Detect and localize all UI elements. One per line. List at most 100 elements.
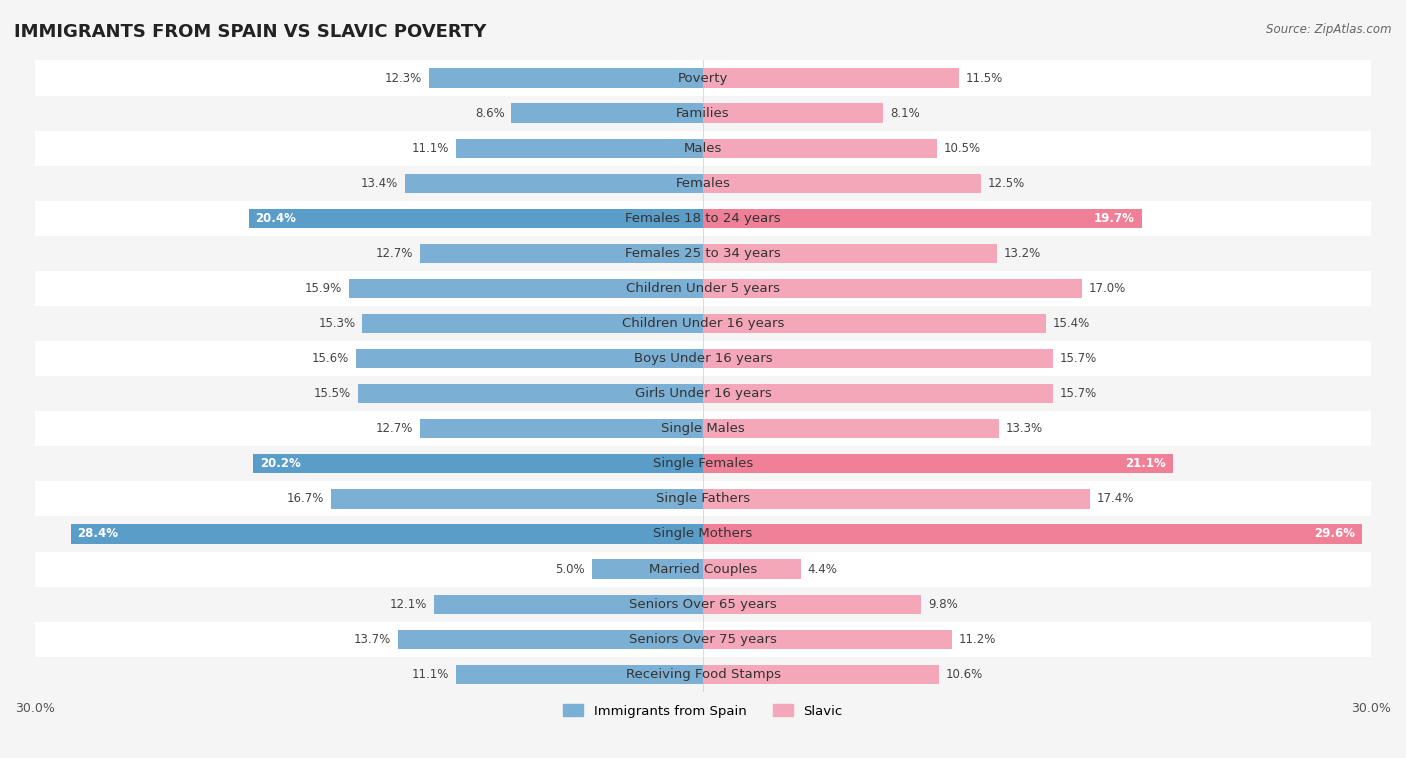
- Text: 13.4%: 13.4%: [361, 177, 398, 190]
- Text: 12.5%: 12.5%: [988, 177, 1025, 190]
- Bar: [363, 314, 703, 334]
- Bar: [35, 166, 1371, 201]
- Bar: [35, 236, 1371, 271]
- Bar: [359, 384, 703, 403]
- Text: Single Males: Single Males: [661, 422, 745, 435]
- Text: 29.6%: 29.6%: [1315, 528, 1355, 540]
- Bar: [249, 208, 703, 228]
- Bar: [703, 594, 921, 614]
- Bar: [70, 525, 703, 543]
- Text: Girls Under 16 years: Girls Under 16 years: [634, 387, 772, 400]
- Bar: [35, 306, 1371, 341]
- Bar: [35, 130, 1371, 166]
- Text: IMMIGRANTS FROM SPAIN VS SLAVIC POVERTY: IMMIGRANTS FROM SPAIN VS SLAVIC POVERTY: [14, 23, 486, 41]
- Text: Single Mothers: Single Mothers: [654, 528, 752, 540]
- Text: 13.7%: 13.7%: [354, 633, 391, 646]
- Text: 10.6%: 10.6%: [946, 668, 983, 681]
- Text: 19.7%: 19.7%: [1094, 211, 1135, 225]
- Bar: [703, 208, 1142, 228]
- Bar: [703, 174, 981, 193]
- Text: 15.4%: 15.4%: [1053, 317, 1090, 330]
- Text: Seniors Over 75 years: Seniors Over 75 years: [628, 633, 778, 646]
- Bar: [35, 96, 1371, 130]
- Bar: [592, 559, 703, 578]
- Text: 5.0%: 5.0%: [555, 562, 585, 575]
- Text: 16.7%: 16.7%: [287, 493, 325, 506]
- Bar: [349, 279, 703, 298]
- Bar: [35, 446, 1371, 481]
- Bar: [398, 630, 703, 649]
- Text: 8.1%: 8.1%: [890, 107, 920, 120]
- Bar: [703, 525, 1362, 543]
- Bar: [456, 665, 703, 684]
- Text: 15.6%: 15.6%: [312, 352, 349, 365]
- Bar: [35, 201, 1371, 236]
- Bar: [456, 139, 703, 158]
- Bar: [35, 622, 1371, 656]
- Text: 21.1%: 21.1%: [1125, 457, 1166, 471]
- Text: 12.7%: 12.7%: [377, 422, 413, 435]
- Text: Single Fathers: Single Fathers: [657, 493, 749, 506]
- Bar: [35, 271, 1371, 306]
- Text: Seniors Over 65 years: Seniors Over 65 years: [628, 597, 778, 611]
- Bar: [433, 594, 703, 614]
- Bar: [703, 244, 997, 263]
- Text: 15.9%: 15.9%: [305, 282, 342, 295]
- Bar: [703, 68, 959, 88]
- Bar: [703, 314, 1046, 334]
- Text: 15.7%: 15.7%: [1059, 387, 1097, 400]
- Bar: [703, 665, 939, 684]
- Bar: [35, 376, 1371, 412]
- Text: Families: Families: [676, 107, 730, 120]
- Bar: [703, 559, 801, 578]
- Bar: [35, 481, 1371, 516]
- Text: 15.3%: 15.3%: [319, 317, 356, 330]
- Text: 17.4%: 17.4%: [1097, 493, 1135, 506]
- Bar: [35, 341, 1371, 376]
- Text: Source: ZipAtlas.com: Source: ZipAtlas.com: [1267, 23, 1392, 36]
- Text: Children Under 16 years: Children Under 16 years: [621, 317, 785, 330]
- Bar: [703, 630, 952, 649]
- Bar: [35, 516, 1371, 552]
- Text: 10.5%: 10.5%: [943, 142, 980, 155]
- Bar: [35, 656, 1371, 692]
- Bar: [703, 349, 1053, 368]
- Text: 11.2%: 11.2%: [959, 633, 997, 646]
- Text: 8.6%: 8.6%: [475, 107, 505, 120]
- Bar: [35, 587, 1371, 622]
- Text: 17.0%: 17.0%: [1088, 282, 1125, 295]
- Bar: [429, 68, 703, 88]
- Text: 11.5%: 11.5%: [966, 71, 1002, 85]
- Text: 4.4%: 4.4%: [807, 562, 838, 575]
- Bar: [703, 103, 883, 123]
- Bar: [703, 384, 1053, 403]
- Text: Receiving Food Stamps: Receiving Food Stamps: [626, 668, 780, 681]
- Text: 9.8%: 9.8%: [928, 597, 957, 611]
- Text: Single Females: Single Females: [652, 457, 754, 471]
- Bar: [253, 454, 703, 474]
- Bar: [35, 412, 1371, 446]
- Text: Males: Males: [683, 142, 723, 155]
- Bar: [703, 419, 1000, 438]
- Text: 11.1%: 11.1%: [412, 668, 449, 681]
- Text: Married Couples: Married Couples: [650, 562, 756, 575]
- Text: Females 25 to 34 years: Females 25 to 34 years: [626, 247, 780, 260]
- Text: 13.3%: 13.3%: [1005, 422, 1043, 435]
- Bar: [703, 279, 1081, 298]
- Text: Poverty: Poverty: [678, 71, 728, 85]
- Text: Children Under 5 years: Children Under 5 years: [626, 282, 780, 295]
- Text: 20.4%: 20.4%: [256, 211, 297, 225]
- Text: 12.1%: 12.1%: [389, 597, 427, 611]
- Text: 11.1%: 11.1%: [412, 142, 449, 155]
- Text: 20.2%: 20.2%: [260, 457, 301, 471]
- Text: Boys Under 16 years: Boys Under 16 years: [634, 352, 772, 365]
- Bar: [330, 489, 703, 509]
- Bar: [35, 61, 1371, 96]
- Text: 12.3%: 12.3%: [385, 71, 422, 85]
- Bar: [405, 174, 703, 193]
- Text: 28.4%: 28.4%: [77, 528, 118, 540]
- Bar: [703, 489, 1091, 509]
- Bar: [703, 454, 1173, 474]
- Text: 15.5%: 15.5%: [314, 387, 352, 400]
- Text: 13.2%: 13.2%: [1004, 247, 1040, 260]
